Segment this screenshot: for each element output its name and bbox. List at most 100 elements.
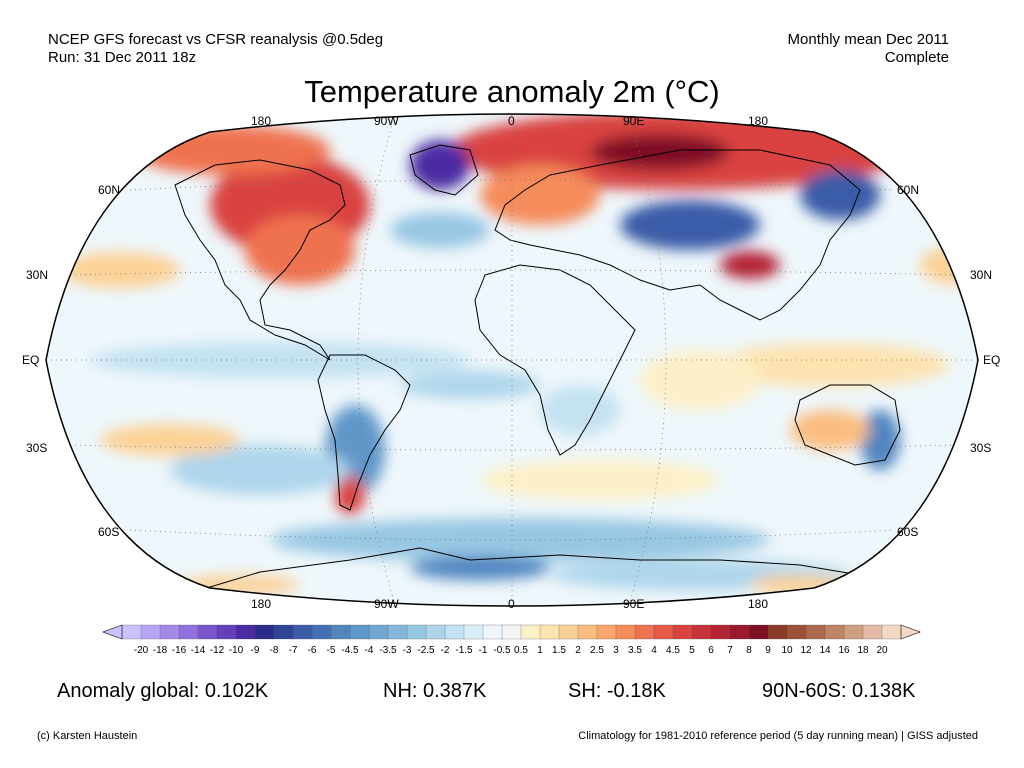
lat-label-right-60s: 60S xyxy=(897,525,919,539)
colorbar-tick-label: -2 xyxy=(440,645,450,656)
anomaly-patch-south-pacific-warm xyxy=(100,424,240,456)
lat-label-left-60n: 60N xyxy=(98,183,121,197)
colorbar-cell xyxy=(596,624,617,640)
graticule xyxy=(46,114,978,606)
run-time: Run: 31 Dec 2011 18z xyxy=(48,49,197,66)
colorbar-tick-label: 20 xyxy=(876,645,888,656)
colorbar-cell xyxy=(254,624,275,640)
lon-label-top-180e: 180 xyxy=(748,114,769,128)
anomaly-patch-west-australia xyxy=(790,410,870,450)
colorbar-right-arrow xyxy=(900,624,921,640)
anomaly-patch-europe xyxy=(480,165,600,225)
colorbar-tick-label: -8 xyxy=(269,645,279,656)
colorbar-tick-label: -0.5 xyxy=(493,645,511,656)
colorbar-cell xyxy=(216,624,237,640)
colorbar-cell xyxy=(653,624,674,640)
colorbar-cell xyxy=(330,624,351,640)
colorbar-cell xyxy=(235,624,256,640)
anomaly-patch-east-australia xyxy=(860,410,900,470)
colorbar-tick-label: -5 xyxy=(326,645,336,656)
colorbar-cell xyxy=(748,624,769,640)
colorbar-tick-label: 12 xyxy=(800,645,812,656)
colorbar-tick-label: -2.5 xyxy=(417,645,435,656)
colorbar-cell xyxy=(558,624,579,640)
australia-outline xyxy=(794,384,901,466)
model-description: NCEP GFS forecast vs CFSR reanalysis @0.… xyxy=(48,31,384,48)
anomaly-patch-antarctica-peninsula xyxy=(410,556,550,580)
colorbar-tick-label: -20 xyxy=(133,645,149,656)
map-title: Temperature anomaly 2m (°C) xyxy=(304,74,720,109)
colorbar-cell xyxy=(482,624,503,640)
colorbar-cell xyxy=(406,624,427,640)
lat-label-right-30s: 30S xyxy=(970,441,992,455)
colorbar-tick-label: 2.5 xyxy=(590,645,604,656)
lon-label-top-90e: 90E xyxy=(623,114,645,128)
nh-anomaly: NH: 0.387K xyxy=(383,680,487,702)
colorbar-cell xyxy=(368,624,389,640)
colorbar-cell xyxy=(577,624,598,640)
lon-label-bottom-90e: 90E xyxy=(623,597,645,611)
colorbar-tick-label: -3 xyxy=(402,645,412,656)
colorbar-cell xyxy=(273,624,294,640)
colorbar-cell xyxy=(444,624,465,640)
colorbar-cell xyxy=(691,624,712,640)
anomaly-patch-siberia-core xyxy=(590,134,730,170)
climatology-note: Climatology for 1981-2010 reference peri… xyxy=(578,730,978,742)
colorbar-tick-label: 3 xyxy=(613,645,619,656)
colorbar-cell xyxy=(767,624,788,640)
grid-90e xyxy=(627,114,667,606)
colorbar-tick-label: 1 xyxy=(537,645,543,656)
credit: (c) Karsten Haustein xyxy=(37,730,138,742)
colorbar-tick-label: 6 xyxy=(708,645,714,656)
anomaly-patch-south-pacific xyxy=(170,445,350,495)
colorbar-tick-label: -14 xyxy=(190,645,206,656)
lat-label-right-30n: 30N xyxy=(970,268,993,282)
colorbar-tick-label: -3.5 xyxy=(379,645,397,656)
anomaly-patch-antarctica-warm xyxy=(750,575,850,595)
colorbar-tick-label: 8 xyxy=(746,645,752,656)
lat-label-left-eq: EQ xyxy=(22,353,40,367)
colorbar-tick-label: -6 xyxy=(307,645,317,656)
sh-anomaly: SH: -0.18K xyxy=(568,680,666,702)
colorbar-tick-label: -4.5 xyxy=(341,645,359,656)
lon-label-bottom-180e: 180 xyxy=(748,597,769,611)
colorbar-tick-label: -1.5 xyxy=(455,645,473,656)
period-label: Monthly mean Dec 2011 xyxy=(787,31,949,48)
colorbar-left-arrow xyxy=(102,624,123,640)
colorbar-cell xyxy=(615,624,636,640)
colorbar-cell xyxy=(121,624,142,640)
grid-60s xyxy=(129,529,895,541)
south-america-outline xyxy=(317,354,411,511)
global-anomaly: Anomaly global: 0.102K xyxy=(57,680,269,702)
colorbar-tick-label: -18 xyxy=(152,645,168,656)
anomaly-patch-central-asia xyxy=(620,200,760,250)
colorbar-cell xyxy=(539,624,560,640)
greenland-outline xyxy=(409,144,479,196)
colorbar-cells xyxy=(121,624,902,640)
colorbar-cell xyxy=(197,624,218,640)
colorbar-tick-label: -1 xyxy=(478,645,488,656)
colorbar-tick-label: 3.5 xyxy=(628,645,642,656)
colorbar-cell xyxy=(501,624,522,640)
anomaly-patch-greenland xyxy=(410,140,470,190)
colorbar-cell xyxy=(520,624,541,640)
colorbar-cell xyxy=(292,624,313,640)
africa-outline xyxy=(474,264,636,456)
anomaly-patch-tropical-pacific xyxy=(90,342,470,378)
colorbar-tick-label: -10 xyxy=(228,645,244,656)
colorbar-cell xyxy=(843,624,864,640)
lon-label-top-90w: 90W xyxy=(374,114,399,128)
colorbar xyxy=(102,624,921,640)
colorbar-cell xyxy=(463,624,484,640)
colorbar-tick-label: -9 xyxy=(250,645,260,656)
lat-label-right-60n: 60N xyxy=(897,183,920,197)
anomaly-patch-east-siberia xyxy=(800,170,880,220)
colorbar-cell xyxy=(824,624,845,640)
colorbar-tick-label: -7 xyxy=(288,645,298,656)
colorbar-cell xyxy=(311,624,332,640)
north-america-outline xyxy=(174,159,346,361)
colorbar-cell xyxy=(349,624,370,640)
antarctica-outline xyxy=(199,547,901,591)
eurasia-outline xyxy=(494,149,861,321)
colorbar-tick-label: 1.5 xyxy=(552,645,566,656)
